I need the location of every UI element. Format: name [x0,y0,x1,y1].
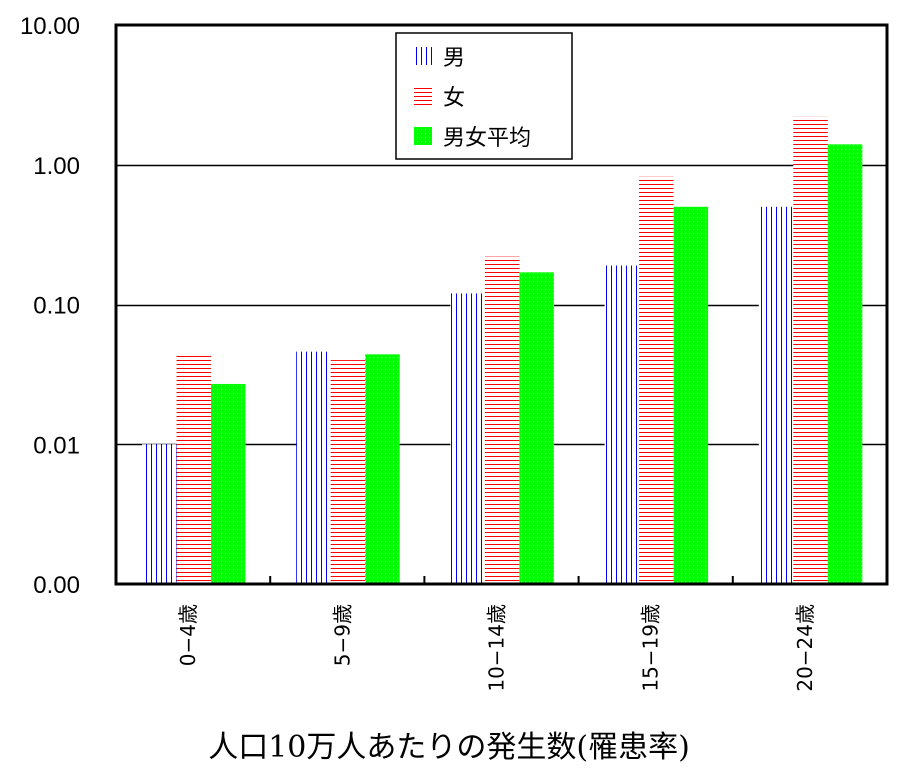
x-axis-ticks: 0−4歳 5−9歳 10−14歳 15−19歳 20−24歳 [176,604,817,692]
bar-chart: 10.00 1.00 0.10 0.01 0.00 0−4歳 5−9歳 10−14歳 15−1… [20,13,889,692]
y-tick-label: 1.00 [33,153,80,180]
legend-label: 女 [443,86,465,111]
bar-female [793,116,828,585]
bars [142,116,863,585]
y-tick-label: 0.01 [33,432,80,459]
bar-male [604,265,640,584]
x-tick-label: 20−24歳 [793,604,817,692]
x-tick-label: 15−19歳 [639,604,663,692]
bar-male [450,293,485,584]
bar-average [827,144,863,584]
bar-average [365,354,400,584]
x-tick-label: 10−14歳 [485,604,509,692]
bar-male [758,206,794,584]
bar-average [519,272,554,584]
y-tick-label: 0.00 [33,572,80,599]
bar-average [673,206,709,584]
legend-label: 男女平均 [443,126,531,151]
y-tick-label: 10.00 [20,13,80,40]
x-axis-caption: 人口10万人あたりの発生数(罹患率) [208,730,690,765]
x-tick-label: 0−4歳 [176,604,200,666]
bar-male [296,351,331,584]
y-tick-label: 0.10 [33,293,80,320]
bar-average [211,383,246,584]
bar-female [330,360,366,584]
legend-swatch-male [414,47,432,65]
legend-swatch-average [414,127,432,145]
y-axis-ticks: 10.00 1.00 0.10 0.01 0.00 [20,13,80,599]
plot-frame [114,23,889,586]
legend-label: 男 [443,46,465,71]
axes [114,23,889,586]
bar-female [484,256,520,584]
legend-swatch-female [414,87,432,105]
bar-female [639,176,674,585]
x-tick-label: 5−9歳 [330,604,354,666]
bar-female [176,355,211,584]
bar-male [142,444,177,584]
